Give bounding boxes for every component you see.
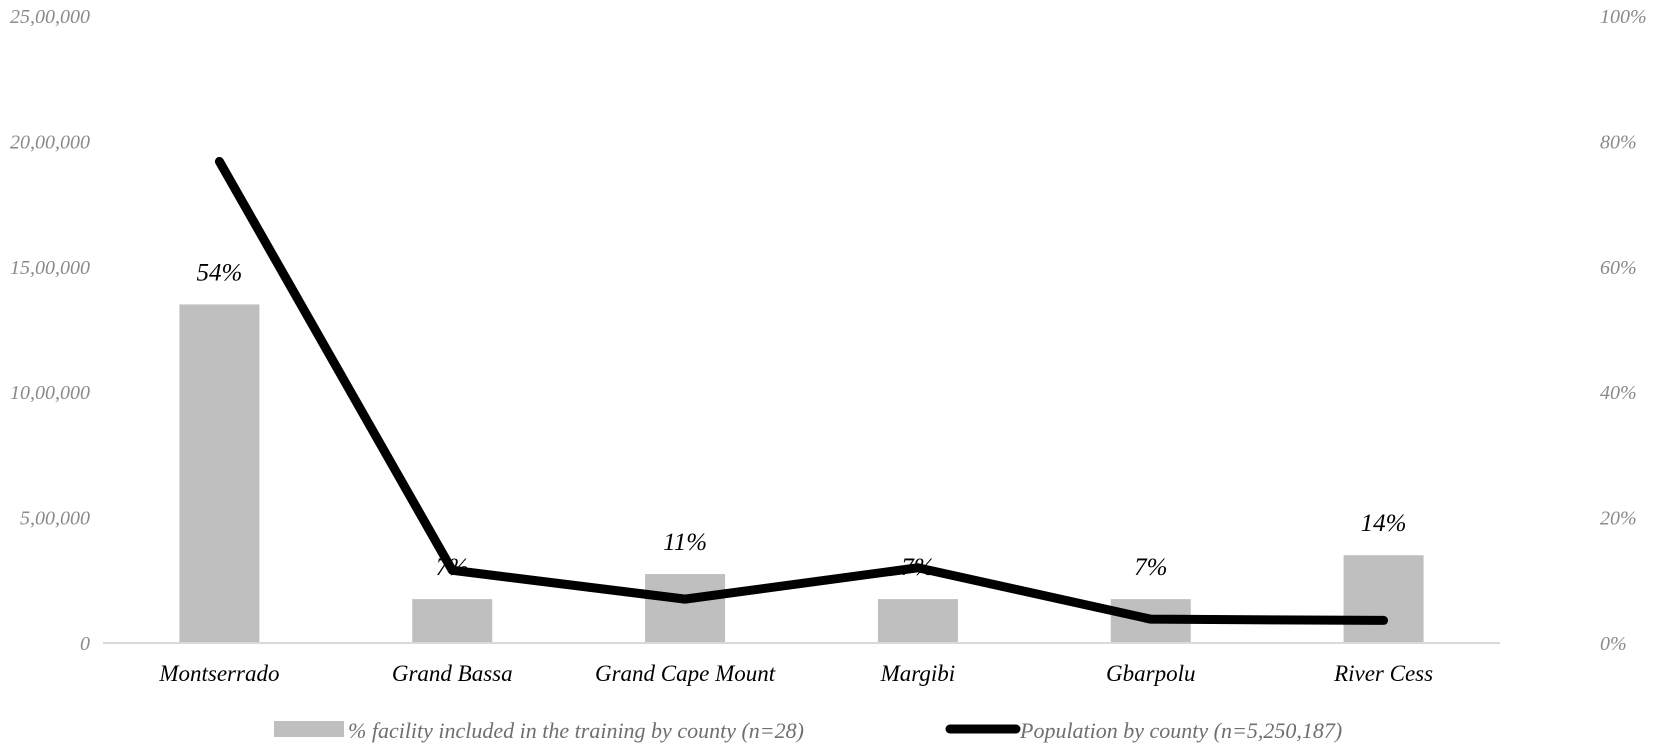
category-label: Margibi [880,661,956,686]
legend: % facility included in the training by c… [274,718,1342,743]
bar [1343,555,1424,643]
right-axis-ticks: 0% 20% 40% 60% 80% 100% [1600,6,1647,655]
category-label: Grand Bassa [392,661,513,686]
left-axis-tick-label: 5,00,000 [20,508,90,530]
right-axis-tick-label: 80% [1600,131,1637,153]
bar-data-label: 54% [197,259,243,286]
bar [179,304,260,643]
left-axis-tick-label: 10,00,000 [10,382,90,404]
bar [877,599,958,643]
legend-bar-label: % facility included in the training by c… [348,718,804,743]
bar [412,599,493,643]
left-axis-tick-label: 20,00,000 [10,131,90,153]
bar-data-label: 7% [1134,554,1167,581]
left-axis-tick-label: 0 [80,633,90,655]
right-axis-tick-label: 100% [1600,6,1647,28]
right-axis-tick-label: 0% [1600,633,1627,655]
bar [645,574,726,643]
population-line [214,156,1389,625]
bar-data-labels: 54% 7% 11% 7% 7% 14% [197,259,1407,581]
left-axis-tick-label: 25,00,000 [10,6,90,28]
left-axis-tick-label: 15,00,000 [10,257,90,279]
left-axis-ticks: 0 5,00,000 10,00,000 15,00,000 20,00,000 25,0… [10,6,90,655]
bar-data-label: 7% [436,554,469,581]
category-label: Grand Cape Mount [595,661,776,686]
legend-bar-swatch [274,721,344,737]
category-label: Gbarpolu [1106,661,1195,686]
legend-line-label: Population by county (n=5,250,187) [1019,718,1342,743]
category-label: Montserrado [158,661,279,686]
right-axis-tick-label: 20% [1600,508,1637,530]
bar-data-label: 11% [663,529,707,556]
right-axis-tick-label: 40% [1600,382,1637,404]
right-axis-tick-label: 60% [1600,257,1637,279]
bar-data-label: 7% [901,554,934,581]
bar-data-label: 14% [1361,510,1407,537]
line-layer [214,156,1389,625]
bars-layer [179,304,1424,643]
category-labels: Montserrado Grand Bassa Grand Cape Mount Ma… [158,661,1433,686]
category-label: River Cess [1333,661,1433,686]
